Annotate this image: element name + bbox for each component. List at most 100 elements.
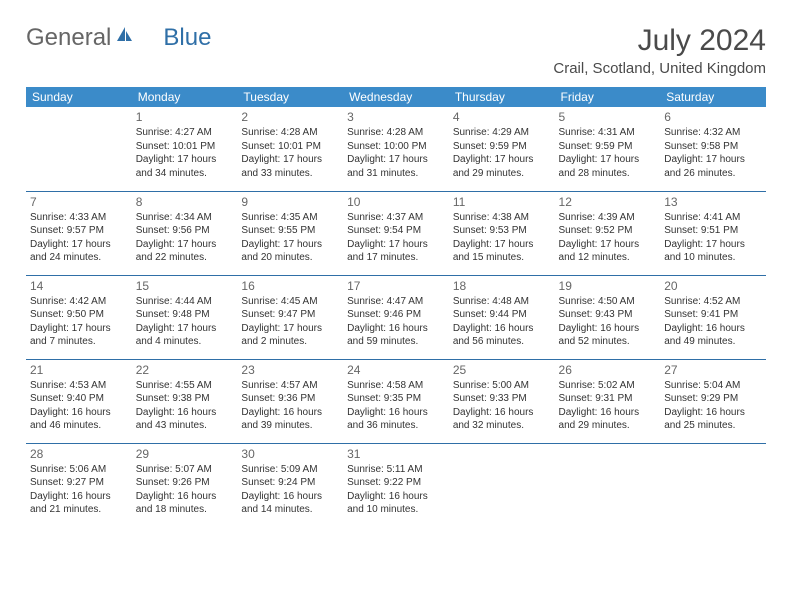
calendar-cell: 31Sunrise: 5:11 AMSunset: 9:22 PMDayligh… bbox=[343, 443, 449, 527]
sunrise-text: Sunrise: 4:33 AM bbox=[30, 211, 128, 225]
daylight-text-2: and 22 minutes. bbox=[136, 251, 234, 265]
sunset-text: Sunset: 9:22 PM bbox=[347, 476, 445, 490]
calendar-cell: 21Sunrise: 4:53 AMSunset: 9:40 PMDayligh… bbox=[26, 359, 132, 443]
sunrise-text: Sunrise: 5:07 AM bbox=[136, 463, 234, 477]
sunrise-text: Sunrise: 4:31 AM bbox=[559, 126, 657, 140]
daylight-text-2: and 18 minutes. bbox=[136, 503, 234, 517]
day-number: 28 bbox=[30, 446, 128, 462]
sunset-text: Sunset: 9:24 PM bbox=[241, 476, 339, 490]
day-number: 8 bbox=[136, 194, 234, 210]
sunrise-text: Sunrise: 4:47 AM bbox=[347, 295, 445, 309]
sunrise-text: Sunrise: 4:45 AM bbox=[241, 295, 339, 309]
sunrise-text: Sunrise: 4:37 AM bbox=[347, 211, 445, 225]
daylight-text: Daylight: 16 hours bbox=[30, 406, 128, 420]
calendar-cell bbox=[660, 443, 766, 527]
sunset-text: Sunset: 9:44 PM bbox=[453, 308, 551, 322]
daylight-text-2: and 12 minutes. bbox=[559, 251, 657, 265]
day-number: 3 bbox=[347, 109, 445, 125]
sunset-text: Sunset: 9:27 PM bbox=[30, 476, 128, 490]
daylight-text-2: and 52 minutes. bbox=[559, 335, 657, 349]
calendar-cell: 4Sunrise: 4:29 AMSunset: 9:59 PMDaylight… bbox=[449, 107, 555, 191]
sunset-text: Sunset: 9:54 PM bbox=[347, 224, 445, 238]
sunset-text: Sunset: 9:43 PM bbox=[559, 308, 657, 322]
sunset-text: Sunset: 9:41 PM bbox=[664, 308, 762, 322]
daylight-text-2: and 15 minutes. bbox=[453, 251, 551, 265]
calendar-cell: 16Sunrise: 4:45 AMSunset: 9:47 PMDayligh… bbox=[237, 275, 343, 359]
calendar-cell: 27Sunrise: 5:04 AMSunset: 9:29 PMDayligh… bbox=[660, 359, 766, 443]
day-number: 23 bbox=[241, 362, 339, 378]
sunrise-text: Sunrise: 4:52 AM bbox=[664, 295, 762, 309]
daylight-text-2: and 39 minutes. bbox=[241, 419, 339, 433]
calendar-cell: 25Sunrise: 5:00 AMSunset: 9:33 PMDayligh… bbox=[449, 359, 555, 443]
day-number: 6 bbox=[664, 109, 762, 125]
sunset-text: Sunset: 9:56 PM bbox=[136, 224, 234, 238]
daylight-text: Daylight: 16 hours bbox=[347, 322, 445, 336]
calendar-cell: 15Sunrise: 4:44 AMSunset: 9:48 PMDayligh… bbox=[132, 275, 238, 359]
day-number: 4 bbox=[453, 109, 551, 125]
sunrise-text: Sunrise: 4:42 AM bbox=[30, 295, 128, 309]
calendar-row: 28Sunrise: 5:06 AMSunset: 9:27 PMDayligh… bbox=[26, 443, 766, 527]
daylight-text: Daylight: 16 hours bbox=[241, 490, 339, 504]
daylight-text: Daylight: 17 hours bbox=[241, 238, 339, 252]
calendar-cell: 12Sunrise: 4:39 AMSunset: 9:52 PMDayligh… bbox=[555, 191, 661, 275]
daylight-text-2: and 26 minutes. bbox=[664, 167, 762, 181]
title-block: July 2024 Crail, Scotland, United Kingdo… bbox=[553, 24, 766, 77]
sunset-text: Sunset: 9:33 PM bbox=[453, 392, 551, 406]
day-number: 17 bbox=[347, 278, 445, 294]
daylight-text-2: and 43 minutes. bbox=[136, 419, 234, 433]
daylight-text-2: and 4 minutes. bbox=[136, 335, 234, 349]
calendar-cell: 6Sunrise: 4:32 AMSunset: 9:58 PMDaylight… bbox=[660, 107, 766, 191]
calendar-cell: 5Sunrise: 4:31 AMSunset: 9:59 PMDaylight… bbox=[555, 107, 661, 191]
sunset-text: Sunset: 9:52 PM bbox=[559, 224, 657, 238]
sunset-text: Sunset: 9:50 PM bbox=[30, 308, 128, 322]
sunrise-text: Sunrise: 4:53 AM bbox=[30, 379, 128, 393]
calendar-cell: 26Sunrise: 5:02 AMSunset: 9:31 PMDayligh… bbox=[555, 359, 661, 443]
day-number: 15 bbox=[136, 278, 234, 294]
weekday-header: Sunday bbox=[26, 87, 132, 107]
calendar-cell bbox=[555, 443, 661, 527]
day-number: 16 bbox=[241, 278, 339, 294]
daylight-text: Daylight: 16 hours bbox=[136, 490, 234, 504]
calendar-cell: 3Sunrise: 4:28 AMSunset: 10:00 PMDayligh… bbox=[343, 107, 449, 191]
sunrise-text: Sunrise: 4:41 AM bbox=[664, 211, 762, 225]
daylight-text: Daylight: 17 hours bbox=[136, 153, 234, 167]
month-title: July 2024 bbox=[553, 24, 766, 58]
sunset-text: Sunset: 10:00 PM bbox=[347, 140, 445, 154]
daylight-text-2: and 7 minutes. bbox=[30, 335, 128, 349]
daylight-text-2: and 56 minutes. bbox=[453, 335, 551, 349]
calendar-cell: 8Sunrise: 4:34 AMSunset: 9:56 PMDaylight… bbox=[132, 191, 238, 275]
calendar-cell: 23Sunrise: 4:57 AMSunset: 9:36 PMDayligh… bbox=[237, 359, 343, 443]
day-number: 19 bbox=[559, 278, 657, 294]
calendar-row: 14Sunrise: 4:42 AMSunset: 9:50 PMDayligh… bbox=[26, 275, 766, 359]
daylight-text: Daylight: 17 hours bbox=[136, 238, 234, 252]
calendar-row: 7Sunrise: 4:33 AMSunset: 9:57 PMDaylight… bbox=[26, 191, 766, 275]
sunrise-text: Sunrise: 4:39 AM bbox=[559, 211, 657, 225]
weekday-header: Tuesday bbox=[237, 87, 343, 107]
daylight-text: Daylight: 16 hours bbox=[30, 490, 128, 504]
daylight-text-2: and 59 minutes. bbox=[347, 335, 445, 349]
day-number: 12 bbox=[559, 194, 657, 210]
daylight-text-2: and 24 minutes. bbox=[30, 251, 128, 265]
calendar-cell: 1Sunrise: 4:27 AMSunset: 10:01 PMDayligh… bbox=[132, 107, 238, 191]
day-number: 26 bbox=[559, 362, 657, 378]
day-number: 10 bbox=[347, 194, 445, 210]
sunset-text: Sunset: 9:40 PM bbox=[30, 392, 128, 406]
header: General Blue July 2024 Crail, Scotland, … bbox=[26, 24, 766, 77]
day-number: 29 bbox=[136, 446, 234, 462]
sunrise-text: Sunrise: 5:04 AM bbox=[664, 379, 762, 393]
daylight-text-2: and 14 minutes. bbox=[241, 503, 339, 517]
calendar-cell: 14Sunrise: 4:42 AMSunset: 9:50 PMDayligh… bbox=[26, 275, 132, 359]
daylight-text: Daylight: 17 hours bbox=[136, 322, 234, 336]
daylight-text: Daylight: 16 hours bbox=[241, 406, 339, 420]
sunrise-text: Sunrise: 5:02 AM bbox=[559, 379, 657, 393]
daylight-text: Daylight: 16 hours bbox=[453, 322, 551, 336]
calendar-cell: 18Sunrise: 4:48 AMSunset: 9:44 PMDayligh… bbox=[449, 275, 555, 359]
calendar-cell: 28Sunrise: 5:06 AMSunset: 9:27 PMDayligh… bbox=[26, 443, 132, 527]
sunrise-text: Sunrise: 4:32 AM bbox=[664, 126, 762, 140]
weekday-header: Monday bbox=[132, 87, 238, 107]
calendar-cell: 7Sunrise: 4:33 AMSunset: 9:57 PMDaylight… bbox=[26, 191, 132, 275]
sunset-text: Sunset: 9:26 PM bbox=[136, 476, 234, 490]
daylight-text-2: and 32 minutes. bbox=[453, 419, 551, 433]
daylight-text: Daylight: 16 hours bbox=[136, 406, 234, 420]
logo-sail-icon bbox=[115, 24, 135, 52]
